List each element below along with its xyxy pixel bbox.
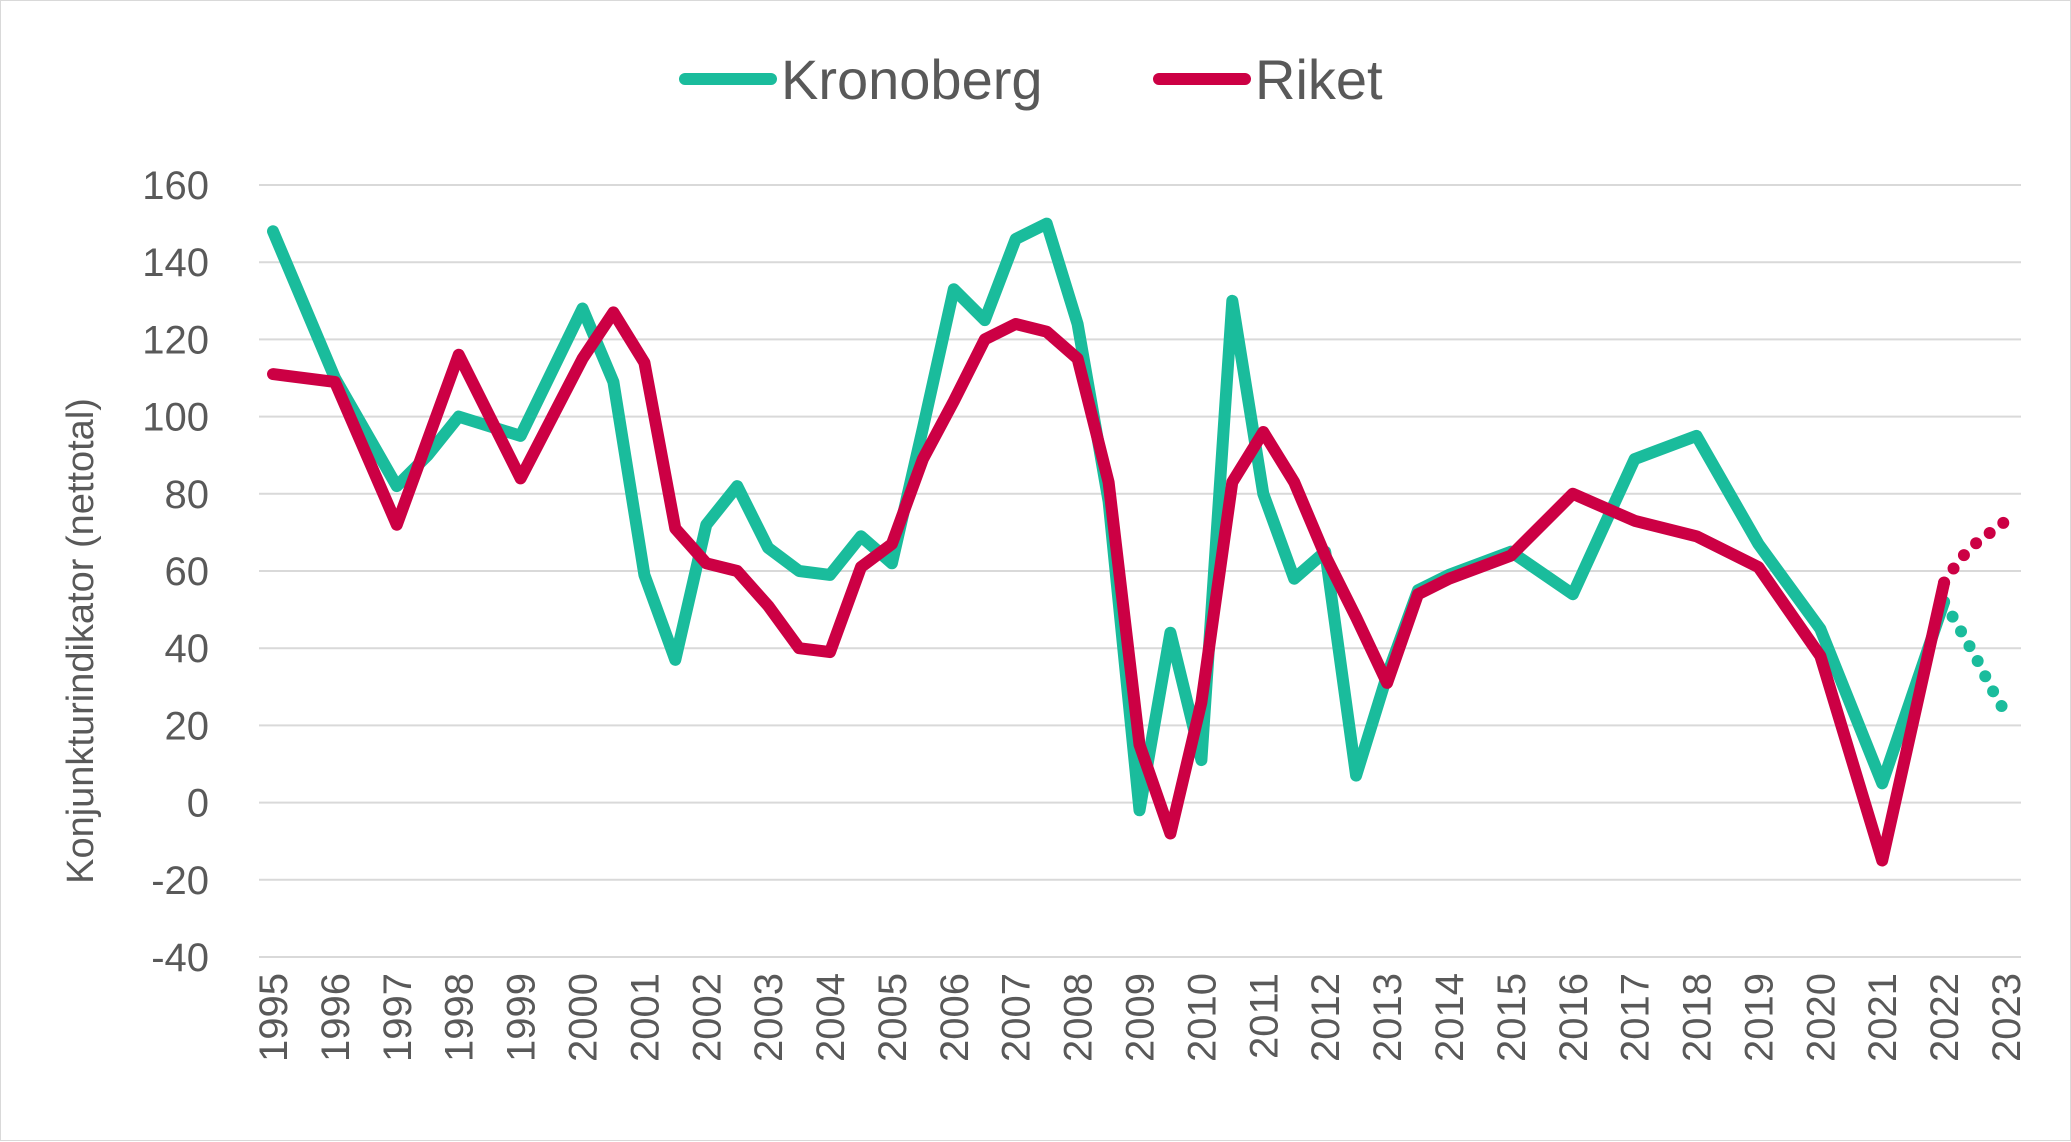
x-tick-label: 2013 — [1366, 973, 1410, 1062]
x-tick-label: 1996 — [314, 973, 358, 1062]
x-tick-label: 2004 — [809, 973, 853, 1062]
legend-label-riket: Riket — [1255, 48, 1383, 111]
x-tick-label: 2023 — [1985, 973, 2029, 1062]
y-tick-label: -20 — [151, 859, 209, 903]
y-tick-label: 100 — [142, 396, 209, 440]
x-tick-label: 2012 — [1304, 973, 1348, 1062]
x-tick-label: 2006 — [933, 973, 977, 1062]
x-tick-label: 2002 — [685, 973, 729, 1062]
x-tick-label: 2019 — [1737, 973, 1781, 1062]
legend-label-kronoberg: Kronoberg — [781, 48, 1043, 111]
projection-line-kronoberg — [1938, 595, 2012, 720]
x-tick-label: 2008 — [1057, 973, 1101, 1062]
x-tick-label: 2011 — [1242, 973, 1286, 1059]
x-tick-label: 1995 — [252, 973, 296, 1062]
x-tick-label: 2014 — [1428, 973, 1472, 1062]
x-axis-ticks: 1995 1996 1997 1998 1999 2000 2001 2002 2003 2004… — [252, 973, 2029, 1062]
y-tick-label: 20 — [165, 704, 210, 748]
x-tick-label: 2022 — [1923, 973, 1967, 1062]
x-tick-label: 2007 — [995, 973, 1039, 1062]
x-tick-label: 1997 — [376, 973, 420, 1062]
x-tick-label: 1998 — [438, 973, 482, 1062]
y-tick-label: 160 — [142, 164, 209, 208]
series-line-riket — [267, 306, 1951, 867]
y-axis-title: Konjunkturindikator (nettotal) — [60, 398, 102, 884]
x-tick-label: 2003 — [747, 973, 791, 1062]
x-tick-label: 2000 — [561, 973, 605, 1062]
x-tick-label: 2015 — [1490, 973, 1534, 1062]
x-tick-label: 2001 — [623, 973, 667, 1062]
y-tick-label: -40 — [151, 936, 209, 980]
y-tick-label: 80 — [165, 473, 210, 517]
y-axis-ticks: 160 140 120 100 80 60 40 20 0 -20 -40 — [142, 164, 209, 980]
y-tick-label: 60 — [165, 550, 210, 594]
legend: Kronoberg Riket — [679, 48, 1383, 111]
y-tick-label: 140 — [142, 241, 209, 285]
x-tick-label: 2018 — [1676, 973, 1720, 1062]
x-tick-label: 2005 — [871, 973, 915, 1062]
x-tick-label: 2020 — [1799, 973, 1843, 1062]
x-tick-label: 2009 — [1119, 973, 1163, 1062]
y-tick-label: 40 — [165, 627, 210, 671]
x-tick-label: 2010 — [1180, 973, 1224, 1062]
x-tick-label: 1999 — [500, 973, 544, 1062]
series-lines — [267, 217, 2012, 867]
y-tick-label: 120 — [142, 318, 209, 362]
x-tick-label: 2021 — [1861, 973, 1905, 1062]
projection-line-riket — [1938, 514, 2012, 589]
y-tick-label: 0 — [187, 782, 209, 826]
x-tick-label: 2017 — [1614, 973, 1658, 1062]
x-tick-label: 2016 — [1552, 973, 1596, 1062]
